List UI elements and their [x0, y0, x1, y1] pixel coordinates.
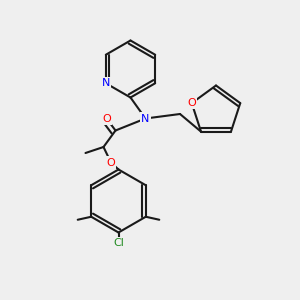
Text: N: N — [141, 113, 150, 124]
Text: N: N — [102, 78, 110, 88]
Text: O: O — [188, 98, 196, 108]
Text: O: O — [106, 158, 116, 168]
Text: Cl: Cl — [113, 238, 124, 248]
Text: O: O — [102, 113, 111, 124]
